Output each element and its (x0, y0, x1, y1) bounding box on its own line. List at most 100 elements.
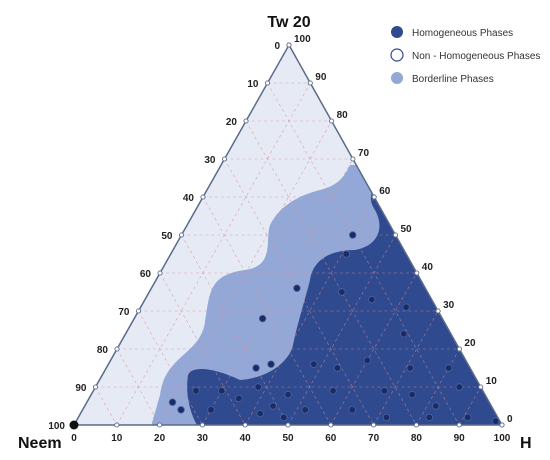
data-point (256, 409, 264, 418)
tick-mark (243, 118, 249, 124)
tick-label-bottom: 30 (197, 433, 209, 444)
data-point (342, 250, 350, 258)
tick-mark (114, 346, 120, 352)
tick-label-right: 10 (486, 376, 498, 387)
tick-label-right: 60 (379, 186, 391, 197)
data-point (425, 413, 433, 422)
tick-mark (329, 118, 335, 124)
data-point (408, 390, 416, 399)
tick-mark (178, 232, 185, 238)
tick-label-right: 40 (422, 262, 434, 273)
grid-line (202, 158, 354, 426)
grid (95, 82, 481, 426)
legend-marker-homogeneous (391, 26, 403, 38)
legend-label-homogeneous: Homogeneous Phases (412, 28, 513, 39)
legend-marker-borderline (391, 72, 403, 84)
data-point (218, 387, 226, 395)
data-point (168, 398, 177, 406)
tick-mark (135, 308, 142, 314)
tick-label-left: 90 (75, 383, 87, 394)
data-point (406, 364, 414, 372)
data-point (252, 364, 260, 372)
data-point (380, 387, 389, 395)
tick-mark (478, 384, 484, 390)
tick-mark (157, 270, 163, 276)
tick-mark (200, 194, 206, 200)
tick-mark (157, 422, 163, 428)
tick-label-left: 10 (247, 79, 259, 90)
tick-label-bottom: 100 (494, 433, 511, 444)
data-point (455, 383, 463, 391)
grid-line (159, 272, 246, 426)
tick-label-left: 20 (226, 117, 238, 128)
grid-line (416, 348, 460, 426)
tick-mark (499, 422, 505, 428)
data-point (432, 402, 440, 410)
tick-label-bottom: 10 (111, 433, 123, 444)
tick-mark (328, 422, 334, 428)
data-point (402, 303, 410, 311)
legend-marker-non-homogeneous (390, 48, 404, 62)
tick-label-bottom: 20 (154, 433, 166, 444)
data-point (177, 406, 185, 414)
tick-label-bottom: 90 (454, 433, 466, 444)
legend-label-borderline: Borderline Phases (412, 74, 494, 85)
tick-label-right: 90 (315, 72, 327, 83)
grid-line (181, 234, 289, 426)
tick-label-bottom: 0 (71, 433, 77, 444)
tick-mark (92, 384, 99, 390)
tick-mark (435, 308, 441, 314)
grid-line (224, 158, 374, 426)
tick-mark (221, 156, 228, 162)
tick-label-bottom: 50 (282, 433, 294, 444)
data-point (192, 387, 200, 395)
data-point (254, 383, 262, 391)
data-point (293, 284, 301, 292)
data-point (444, 364, 453, 372)
data-point (382, 413, 391, 422)
tick-label-right: 20 (464, 338, 476, 349)
tick-mark (413, 422, 419, 428)
data-point (310, 360, 318, 368)
data-point (280, 413, 288, 422)
data-point (464, 413, 472, 422)
tick-mark (350, 156, 356, 162)
grid-line (458, 386, 481, 426)
tick-mark (285, 422, 291, 428)
grid-line (330, 272, 418, 426)
data-point (258, 314, 267, 323)
data-point (333, 364, 342, 372)
data-point (348, 406, 356, 414)
data-point (368, 295, 376, 304)
tick-label-left: 100 (48, 421, 65, 432)
tick-label-bottom: 40 (240, 433, 252, 444)
tick-label-right: 0 (507, 414, 513, 425)
data-point (267, 360, 275, 368)
vertex-label-top: Tw 20 (267, 14, 310, 31)
data-point (207, 406, 215, 414)
vertex-label-right: H (520, 435, 532, 452)
tick-mark (199, 422, 205, 428)
tick-mark (456, 346, 462, 352)
data-point (301, 406, 309, 414)
grid-line (267, 82, 460, 426)
tick-label-left: 70 (118, 307, 130, 318)
tick-label-right: 70 (358, 148, 370, 159)
tick-mark (392, 232, 399, 238)
data-point (269, 402, 277, 410)
data-point (284, 390, 292, 399)
tick-label-right: 50 (401, 224, 413, 235)
tick-label-right: 100 (294, 34, 311, 45)
tick-label-left: 60 (140, 269, 152, 280)
tick-label-left: 50 (161, 231, 173, 242)
data-point (363, 356, 372, 365)
grid-line (373, 310, 439, 426)
grid-line (287, 234, 396, 426)
tick-label-bottom: 70 (368, 433, 380, 444)
tick-label-right: 30 (443, 300, 455, 311)
neem-vertex-dot (69, 420, 79, 430)
vertex-label-left: Neem (18, 435, 62, 452)
grid-line (138, 310, 203, 426)
data-point (338, 288, 346, 296)
